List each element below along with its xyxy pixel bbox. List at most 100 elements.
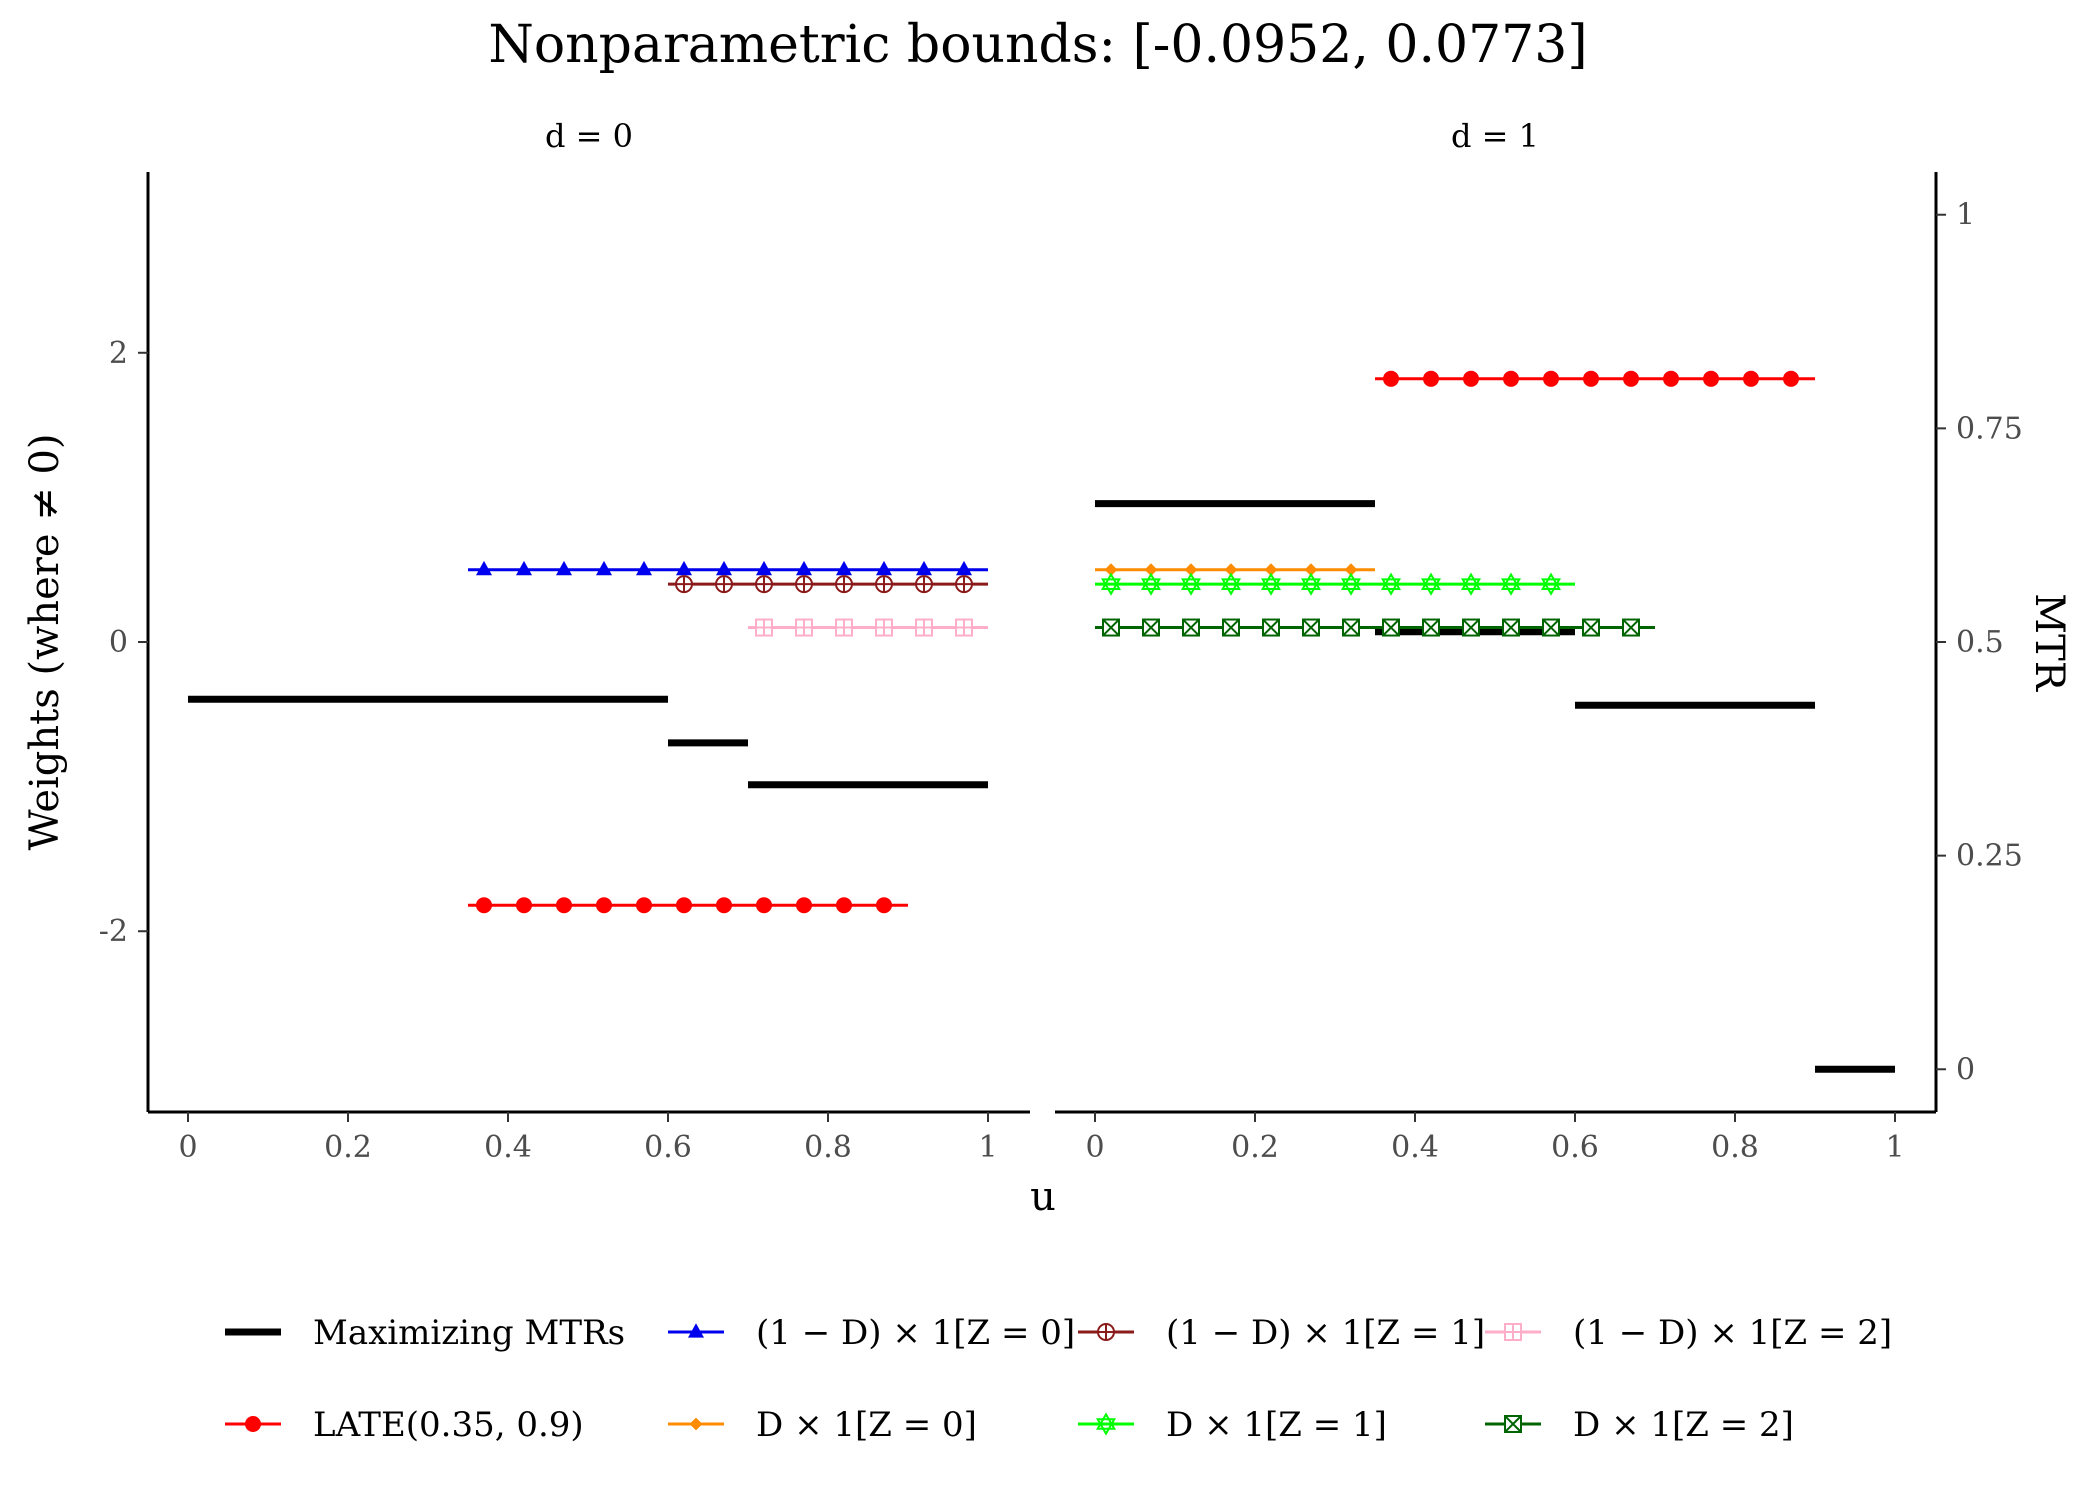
legend-label: (1 − D) × 1[Z = 2]	[1573, 1313, 1892, 1353]
series-marker	[1222, 618, 1240, 637]
series-marker	[1582, 618, 1600, 637]
series-marker	[1382, 618, 1400, 637]
series-marker	[1262, 618, 1280, 637]
x-tick-label: 0	[1085, 1130, 1104, 1165]
x-tick-label: 1	[1885, 1130, 1904, 1165]
legend-label: LATE(0.35, 0.9)	[313, 1405, 584, 1445]
series-marker	[1422, 618, 1440, 637]
series-marker	[676, 576, 692, 593]
series-marker	[836, 560, 852, 576]
series-1	[468, 560, 988, 576]
series-marker	[1783, 370, 1799, 387]
series-marker	[245, 1416, 261, 1432]
legend-label: (1 − D) × 1[Z = 1]	[1166, 1313, 1485, 1353]
x-tick-label: 0.8	[1711, 1130, 1759, 1165]
series-marker	[1743, 370, 1759, 387]
series-marker	[1340, 572, 1362, 590]
x-tick-label: 0.2	[324, 1130, 372, 1165]
legend-label: D × 1[Z = 2]	[1573, 1405, 1794, 1445]
x-tick-label: 0.4	[484, 1130, 532, 1165]
x-tick-label: 1	[978, 1130, 997, 1165]
series-marker	[1462, 618, 1480, 637]
series-marker	[689, 1417, 703, 1431]
series-marker	[876, 619, 892, 636]
series-marker	[1180, 578, 1202, 596]
series-marker	[476, 897, 492, 914]
series-marker	[1102, 618, 1120, 637]
y-right-tick-label: 0	[1956, 1052, 1975, 1087]
y-right-tick-label: 0.25	[1956, 839, 2023, 874]
legend-label: D × 1[Z = 1]	[1166, 1405, 1387, 1445]
series-2	[668, 575, 988, 594]
series-marker	[1663, 370, 1679, 387]
series-marker	[716, 576, 732, 593]
x-tick-label: 0.6	[644, 1130, 692, 1165]
series-marker	[1098, 1324, 1114, 1340]
x-axis-title: u	[1030, 1174, 1056, 1220]
series-marker	[516, 560, 532, 576]
x-tick-label: 0	[178, 1130, 197, 1165]
series-marker	[1300, 578, 1322, 596]
series-marker	[796, 560, 812, 576]
series-marker	[1302, 618, 1320, 637]
series-marker	[1140, 572, 1162, 590]
legend-item: D × 1[Z = 0]	[668, 1405, 977, 1445]
x-tick-label: 0.6	[1551, 1130, 1599, 1165]
series-marker	[756, 560, 772, 576]
series-marker	[1460, 578, 1482, 596]
legend-item: LATE(0.35, 0.9)	[225, 1405, 584, 1445]
axes: 0 0.2 0.4 0.6 0.8 1 0 0.2 0.4 0.6 0.8 1 -2 0 2 0 0.25 0.5…	[99, 172, 2023, 1165]
series-marker	[716, 897, 732, 914]
legend-item: (1 − D) × 1[Z = 1]	[1078, 1313, 1485, 1353]
y-left-tick-label: 2	[109, 336, 128, 371]
series-marker	[596, 897, 612, 914]
series-marker	[636, 560, 652, 576]
series-marker	[1340, 578, 1362, 596]
series-marker	[1460, 572, 1482, 590]
series-marker	[1095, 1412, 1117, 1430]
series-marker	[1543, 370, 1559, 387]
series-marker	[1500, 572, 1522, 590]
series-marker	[1623, 370, 1639, 387]
series-marker	[1383, 370, 1399, 387]
y-right-tick-label: 1	[1956, 198, 1975, 233]
panel-label-d0: d = 0	[545, 117, 633, 155]
series-marker	[956, 560, 972, 576]
series-marker	[1144, 563, 1158, 577]
series-marker	[1100, 572, 1122, 590]
legend-item: Maximizing MTRs	[225, 1313, 625, 1353]
series-marker	[1503, 370, 1519, 387]
series-6	[1095, 572, 1575, 596]
series-marker	[1220, 578, 1242, 596]
legend-label: (1 − D) × 1[Z = 0]	[756, 1313, 1075, 1353]
series-marker	[916, 619, 932, 636]
series-marker	[876, 560, 892, 576]
series-marker	[556, 897, 572, 914]
series-marker	[836, 619, 852, 636]
series-marker	[1342, 618, 1360, 637]
series-marker	[1423, 370, 1439, 387]
series-3	[748, 618, 988, 637]
series-marker	[1260, 572, 1282, 590]
panel-label-d1: d = 1	[1451, 117, 1539, 155]
y-right-tick-label: 0.75	[1956, 411, 2023, 446]
series-marker	[476, 560, 492, 576]
series-marker	[676, 897, 692, 914]
series-marker	[956, 576, 972, 593]
series-marker	[1542, 618, 1560, 637]
series-marker	[836, 897, 852, 914]
series-7	[1095, 618, 1655, 637]
series-5	[1095, 563, 1375, 577]
series-marker	[1300, 572, 1322, 590]
y-left-tick-label: 0	[109, 625, 128, 660]
series-marker	[636, 897, 652, 914]
x-tick-label: 0.4	[1391, 1130, 1439, 1165]
series-marker	[916, 576, 932, 593]
y-axis-title-left: Weights (where ≠ 0)	[22, 433, 68, 850]
series-marker	[1260, 578, 1282, 596]
series-marker	[1142, 618, 1160, 637]
series-marker	[676, 560, 692, 576]
series-marker	[716, 560, 732, 576]
series-marker	[1182, 618, 1200, 637]
